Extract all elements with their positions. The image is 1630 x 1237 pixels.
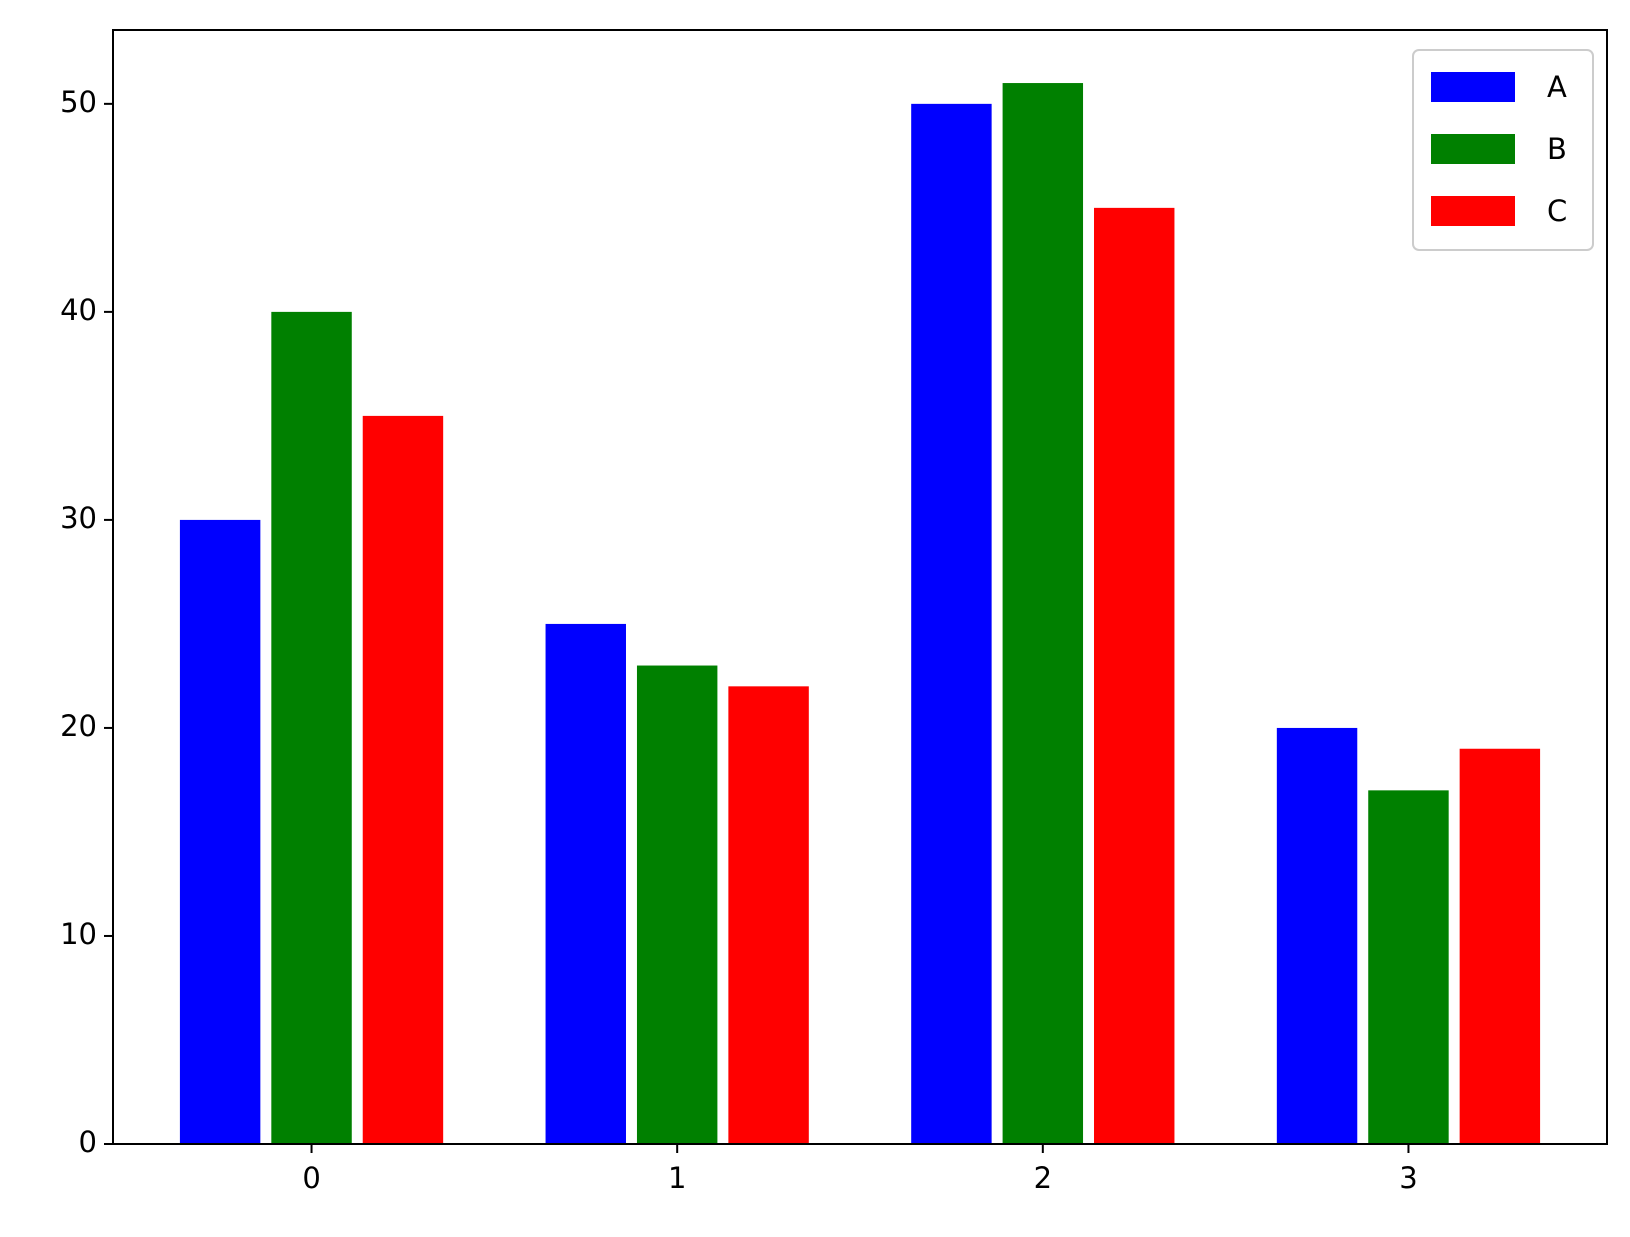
- legend-label: C: [1547, 194, 1567, 228]
- y-tick-label: 10: [60, 917, 97, 951]
- bar: [636, 665, 718, 1144]
- legend-label: B: [1547, 132, 1567, 166]
- y-tick-label: 20: [60, 709, 97, 743]
- y-tick-label: 40: [60, 293, 97, 327]
- plot-frame: [112, 29, 1608, 1145]
- legend-swatch: [1431, 134, 1515, 164]
- legend-swatch: [1431, 196, 1515, 226]
- legend-swatch: [1431, 72, 1515, 102]
- bar: [179, 519, 261, 1144]
- x-tick-label: 1: [668, 1161, 686, 1195]
- bar: [271, 311, 352, 1144]
- bar: [1368, 790, 1449, 1144]
- x-tick-label: 0: [302, 1161, 320, 1195]
- y-tick-label: 0: [79, 1125, 97, 1159]
- bar: [728, 686, 809, 1144]
- bar: [1459, 748, 1541, 1144]
- bar: [545, 623, 626, 1144]
- x-tick-label: 2: [1034, 1161, 1052, 1195]
- y-tick-label: 30: [60, 501, 97, 535]
- bar: [362, 415, 444, 1145]
- bar: [1276, 727, 1358, 1144]
- x-tick-label: 3: [1399, 1161, 1417, 1195]
- y-tick-label: 50: [60, 85, 97, 119]
- bar: [1094, 207, 1175, 1144]
- legend-label: A: [1547, 70, 1567, 104]
- bar: [1002, 83, 1084, 1145]
- bar: [911, 103, 992, 1145]
